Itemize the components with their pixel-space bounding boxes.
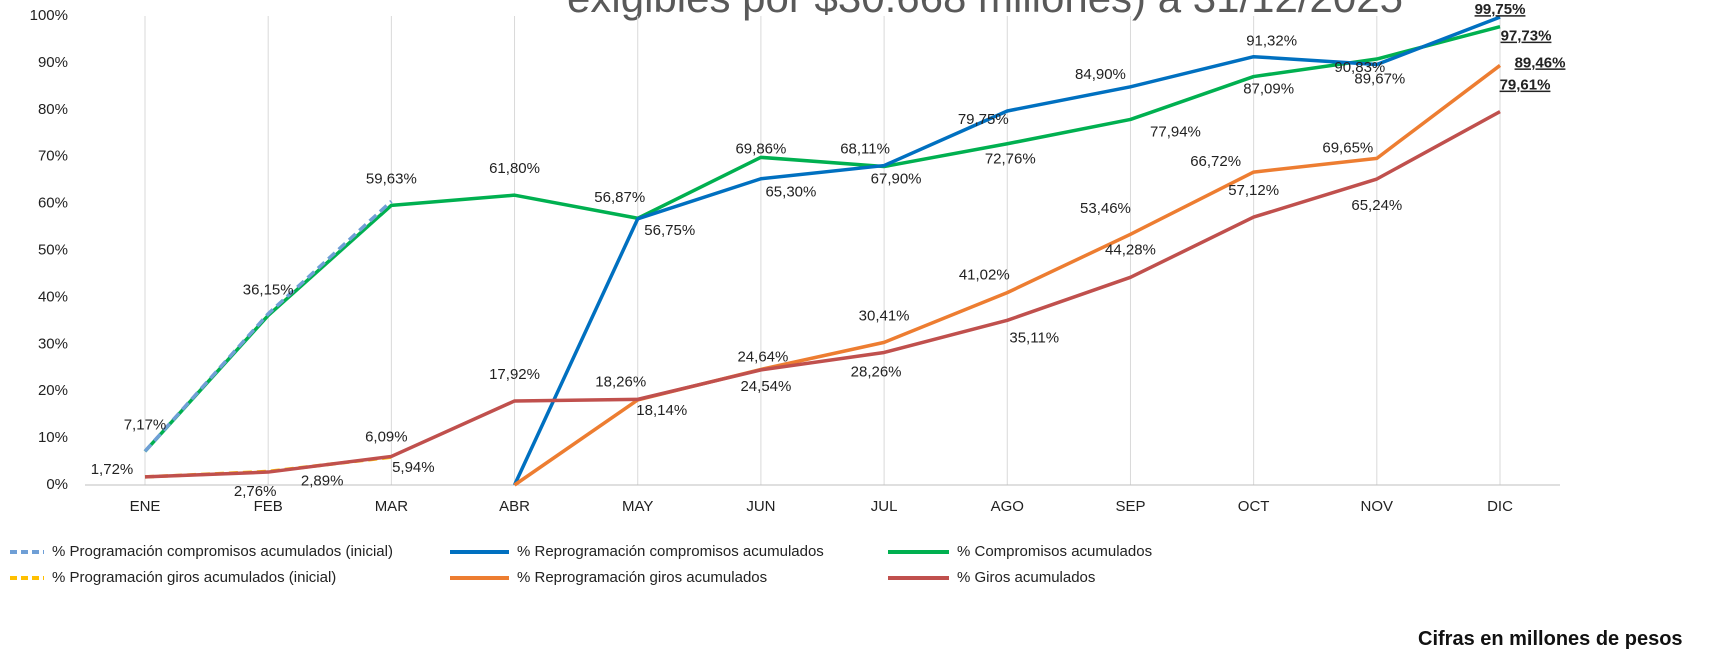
value-label: 90,83% <box>1334 59 1385 76</box>
value-label: 69,65% <box>1322 139 1373 156</box>
value-label: 66,72% <box>1190 153 1241 170</box>
x-tick-label: MAR <box>375 498 409 515</box>
series-line <box>512 15 1501 486</box>
value-label: 56,87% <box>594 189 645 206</box>
x-tick-label: ENE <box>130 498 161 515</box>
value-label: 79,75% <box>958 111 1009 128</box>
y-tick-label: 20% <box>38 382 68 399</box>
value-label: 65,24% <box>1351 197 1402 214</box>
value-label: 56,75% <box>644 222 695 239</box>
value-label: 84,90% <box>1075 66 1126 83</box>
value-label: 77,94% <box>1150 123 1201 140</box>
value-label: 36,15% <box>243 281 294 298</box>
value-label: 79,61% <box>1500 77 1551 94</box>
y-tick-label: 70% <box>38 148 68 165</box>
value-label: 24,64% <box>737 348 788 365</box>
value-label: 87,09% <box>1243 81 1294 98</box>
value-label: 30,41% <box>859 307 910 324</box>
series-line <box>143 24 1501 453</box>
value-label: 24,54% <box>740 378 791 395</box>
value-label: 67,90% <box>871 171 922 188</box>
x-tick-label: JUN <box>746 498 775 515</box>
value-label: 18,14% <box>636 402 687 419</box>
legend-label: % Programación giros acumulados (inicial… <box>52 569 336 586</box>
value-label: 69,86% <box>735 140 786 157</box>
value-label: 59,63% <box>366 170 417 187</box>
x-tick-label: SEP <box>1115 498 1145 515</box>
value-label: 97,73% <box>1501 28 1552 45</box>
value-label: 17,92% <box>489 366 540 383</box>
value-label: 5,94% <box>392 459 435 476</box>
y-tick-label: 40% <box>38 288 68 305</box>
x-tick-label: AGO <box>991 498 1024 515</box>
y-tick-label: 60% <box>38 195 68 212</box>
series-line <box>144 110 1501 479</box>
y-tick-label: 10% <box>38 429 68 446</box>
value-label: 44,28% <box>1105 241 1156 258</box>
value-label: 35,11% <box>1009 329 1059 346</box>
value-label: 1,72% <box>91 461 134 478</box>
value-label: 61,80% <box>489 160 540 177</box>
y-tick-label: 90% <box>38 54 68 71</box>
y-tick-label: 80% <box>38 101 68 118</box>
value-label: 65,30% <box>765 184 816 201</box>
legend-label: % Programación compromisos acumulados (i… <box>52 543 393 560</box>
value-label: 7,17% <box>124 416 167 433</box>
value-label: 2,76% <box>234 483 277 500</box>
y-tick-label: 30% <box>38 335 68 352</box>
x-tick-label: OCT <box>1238 498 1270 515</box>
note: Cifras en millones de pesos <box>1418 628 1683 649</box>
value-label: 89,67% <box>1354 70 1405 87</box>
x-tick-label: JUL <box>871 498 898 515</box>
series-line <box>143 199 393 453</box>
value-label: 41,02% <box>959 267 1010 284</box>
x-tick-label: NOV <box>1361 498 1394 515</box>
value-label: 89,46% <box>1515 54 1566 71</box>
value-label: 28,26% <box>851 363 902 380</box>
legend-label: % Giros acumulados <box>957 569 1095 586</box>
value-label: 91,32% <box>1246 33 1297 50</box>
value-label: 2,89% <box>301 472 344 489</box>
value-label: 53,46% <box>1080 200 1131 217</box>
legend-label: % Compromisos acumulados <box>957 543 1152 560</box>
value-label: 72,76% <box>985 151 1036 168</box>
y-tick-label: 50% <box>38 241 68 258</box>
value-label: 68,11% <box>840 141 890 158</box>
legend-label: % Reprogramación compromisos acumulados <box>517 543 824 560</box>
value-label: 57,12% <box>1228 182 1279 199</box>
legend-label: % Reprogramación giros acumulados <box>517 569 767 586</box>
value-label: 18,26% <box>595 373 646 390</box>
chart-title: exigibles por $30.668 millones) a 31/12/… <box>567 0 1403 21</box>
value-label: 6,09% <box>365 428 408 445</box>
x-tick-label: DIC <box>1487 498 1513 515</box>
value-label: 99,75% <box>1475 1 1526 18</box>
y-tick-label: 100% <box>30 7 68 24</box>
y-tick-label: 0% <box>46 476 68 493</box>
x-tick-label: MAY <box>622 498 653 515</box>
x-tick-label: ABR <box>499 498 530 515</box>
x-tick-label: FEB <box>254 498 283 515</box>
